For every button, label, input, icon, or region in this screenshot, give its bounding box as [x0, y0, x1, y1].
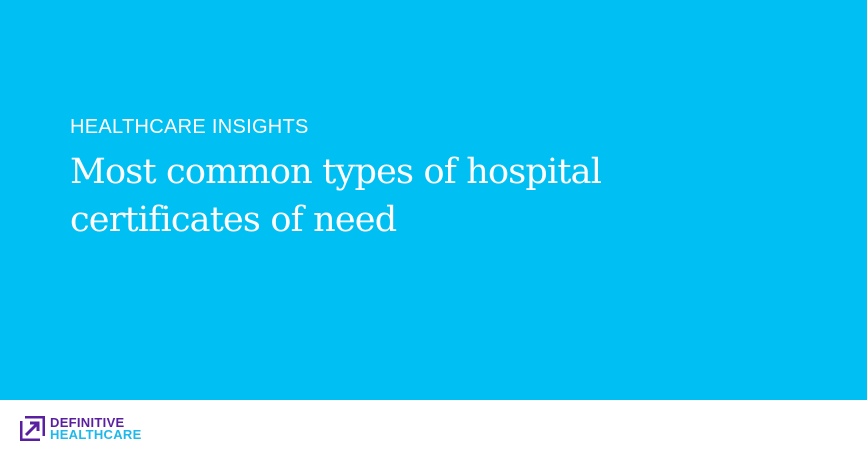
logo-line-2: HEALTHCARE	[50, 426, 142, 442]
eyebrow-label: HEALTHCARE INSIGHTS	[70, 116, 309, 138]
hero-banner: HEALTHCARE INSIGHTS Most common types of…	[0, 0, 867, 400]
page-title: Most common types of hospital certificat…	[70, 152, 602, 240]
logo-line-1: DEFINITIVE	[50, 414, 125, 430]
logo-text: DEFINITIVE HEALTHCARE	[50, 414, 142, 442]
arrow-up-right-square-icon	[20, 416, 45, 441]
definitive-healthcare-logo: DEFINITIVE HEALTHCARE	[20, 416, 142, 441]
